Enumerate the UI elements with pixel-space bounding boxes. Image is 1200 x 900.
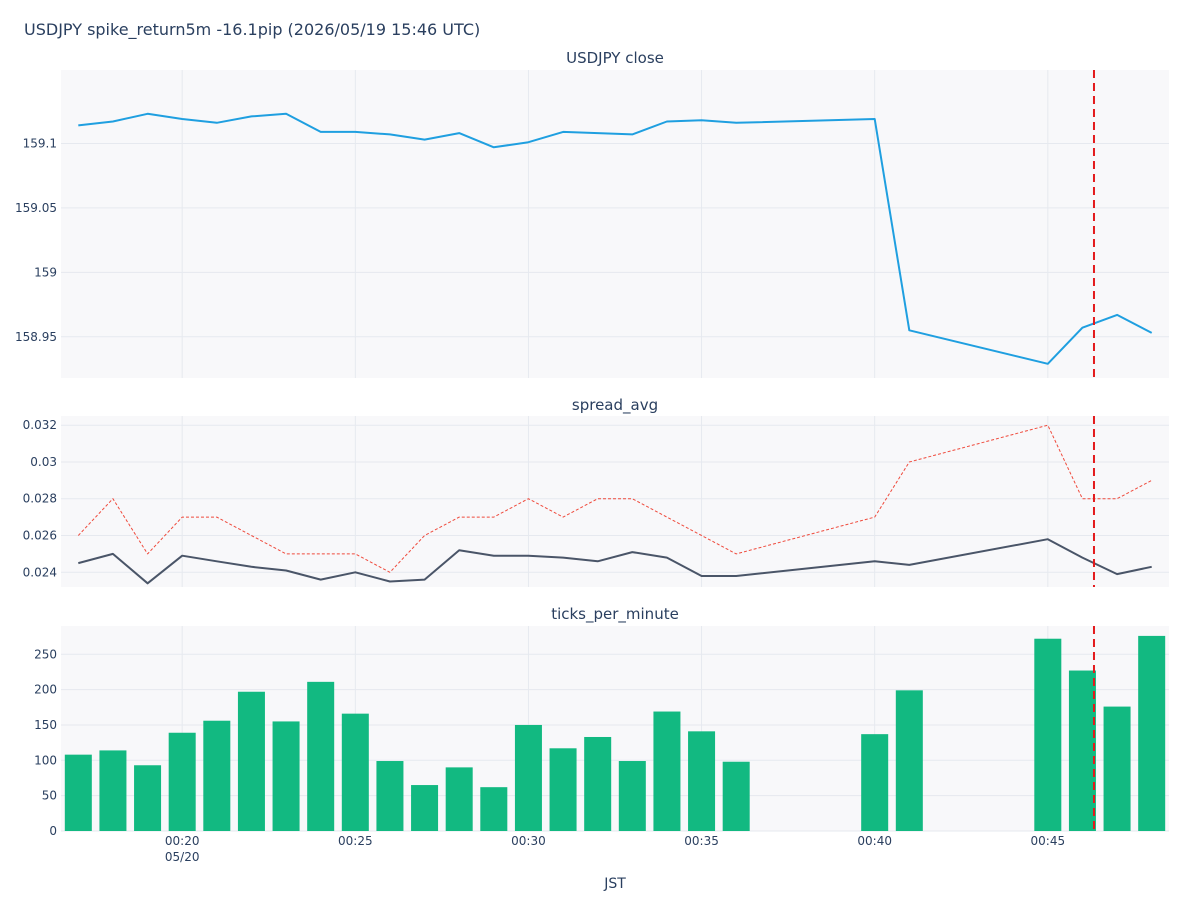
x-tick-label: 00:30 xyxy=(511,834,546,848)
x-tick-label: 00:20 xyxy=(165,834,200,848)
y-tick-label: 0.026 xyxy=(23,529,57,543)
tick-bar xyxy=(341,713,369,831)
y-tick-label: 50 xyxy=(42,789,57,803)
tick-bar xyxy=(168,732,196,831)
tick-bar xyxy=(653,711,681,831)
spread-panel: spread_avg 0.024 0.026 0.028 0.03 0.032 xyxy=(23,396,1169,587)
y-tick-label: 0.03 xyxy=(30,455,57,469)
y-tick-label: 159.1 xyxy=(23,136,57,150)
tick-bar xyxy=(514,724,542,831)
x-tick-label: 00:40 xyxy=(857,834,892,848)
y-tick-label: 0.024 xyxy=(23,565,57,579)
tick-bar xyxy=(1068,670,1096,831)
y-tick-label: 0.032 xyxy=(23,418,57,432)
plot-background xyxy=(61,70,1169,378)
ticks-panel: ticks_per_minute 0 50 100 150 200 250 xyxy=(34,605,1169,838)
tick-bar xyxy=(134,765,162,831)
tick-bar xyxy=(237,691,265,831)
y-tick-label: 159 xyxy=(34,265,57,279)
tick-bar xyxy=(411,785,439,831)
tick-bar xyxy=(1138,635,1166,831)
y-tick-label: 150 xyxy=(34,718,57,732)
spread-max-line xyxy=(77,424,1152,573)
x-tick-label: 00:35 xyxy=(684,834,719,848)
close-line xyxy=(78,112,1153,365)
x-axis-label: JST xyxy=(603,876,626,892)
x-date-label: 05/20 xyxy=(165,850,200,864)
tick-bar xyxy=(64,754,92,831)
spread-panel-title: spread_avg xyxy=(572,396,658,415)
tick-bar xyxy=(584,736,612,831)
tick-bar xyxy=(203,720,231,831)
spread-avg-line xyxy=(78,538,1152,585)
close-panel-title: USDJPY close xyxy=(566,49,664,67)
y-tick-label: 100 xyxy=(34,753,57,767)
tick-bar xyxy=(480,787,508,831)
page-title: USDJPY spike_return5m -16.1pip (2026/05/… xyxy=(24,20,480,40)
tick-bar xyxy=(307,681,335,831)
y-tick-label: 200 xyxy=(34,683,57,697)
tick-bar xyxy=(722,761,750,831)
tick-bar xyxy=(99,750,127,831)
tick-bar xyxy=(688,731,716,831)
tick-bar xyxy=(272,721,300,831)
close-price-panel: USDJPY close 158.95 159 159.05 159.1 xyxy=(15,49,1169,378)
y-tick-label: 250 xyxy=(34,647,57,661)
tick-bar xyxy=(445,767,473,831)
x-tick-label: 00:45 xyxy=(1031,834,1066,848)
tick-bar xyxy=(1103,706,1131,831)
y-tick-label: 0 xyxy=(49,824,57,838)
tick-bar xyxy=(1034,638,1062,831)
tick-bar xyxy=(376,761,404,831)
tick-bar xyxy=(861,734,889,831)
tick-bar xyxy=(549,748,577,831)
ticks-panel-title: ticks_per_minute xyxy=(551,605,679,624)
x-axis: JST 00:20 00:25 00:30 00:35 00:40 00:45 05/20 xyxy=(165,834,1065,892)
y-tick-label: 0.028 xyxy=(23,492,57,506)
y-tick-label: 159.05 xyxy=(15,201,57,215)
plot-background xyxy=(61,416,1169,587)
tick-bar xyxy=(895,690,923,831)
x-tick-label: 00:25 xyxy=(338,834,373,848)
y-tick-label: 158.95 xyxy=(15,330,57,344)
tick-bar xyxy=(618,761,646,831)
